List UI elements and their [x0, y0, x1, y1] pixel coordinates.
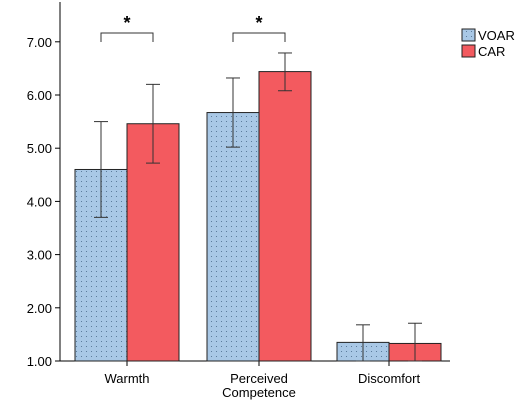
- y-tick-label: 5.00: [27, 141, 52, 156]
- x-tick-label: Discomfort: [358, 371, 421, 386]
- legend-item-voar: VOAR: [461, 28, 515, 43]
- significance-markers: * *: [100, 13, 286, 42]
- error-bar-car-0: [146, 83, 160, 164]
- x-tick-label: Warmth: [104, 371, 149, 386]
- bar-car-0: [126, 123, 180, 362]
- x-tick-label: Perceived Competence: [222, 371, 296, 400]
- legend-swatch: [461, 28, 476, 42]
- y-tick-label: 4.00: [27, 194, 52, 209]
- y-tick-label: 7.00: [27, 35, 52, 50]
- legend-swatch: [461, 44, 476, 58]
- significance-star: *: [123, 13, 130, 33]
- legend-label: VOAR: [478, 28, 515, 43]
- y-tick-label: 3.00: [27, 248, 52, 263]
- y-tick-label: 6.00: [27, 88, 52, 103]
- error-bar-voar-0: [94, 121, 108, 218]
- bar-voar-1: [206, 112, 260, 362]
- y-tick-label: 2.00: [27, 301, 52, 316]
- error-bar-car-1: [278, 52, 292, 92]
- error-bar-car-2: [408, 322, 422, 362]
- error-bar-voar-1: [226, 77, 240, 148]
- significance-bracket: *: [232, 13, 286, 42]
- legend-item-car: CAR: [461, 44, 505, 59]
- axes: 1.00 2.00 3.00 4.00 5.00 6.00 7.00 Warmth Percei…: [27, 2, 450, 400]
- y-tick-label: 1.00: [27, 354, 52, 369]
- legend-label: CAR: [478, 44, 505, 59]
- bars: [74, 71, 442, 362]
- error-bars: [94, 52, 422, 362]
- error-bar-voar-2: [356, 324, 370, 362]
- significance-star: *: [255, 13, 262, 33]
- significance-bracket: *: [100, 13, 154, 42]
- bar-car-1: [258, 71, 312, 362]
